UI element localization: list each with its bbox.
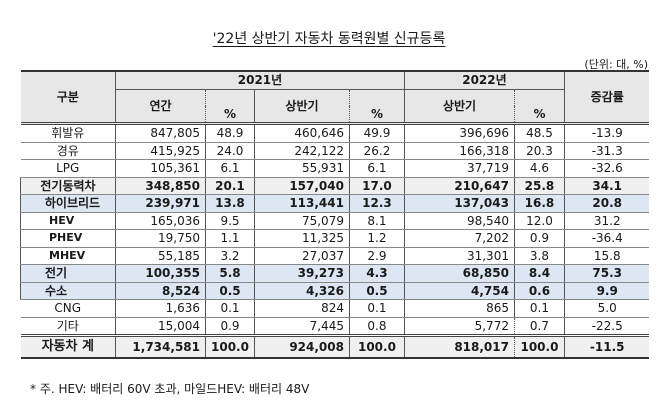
table-row: 휘발유 847,805 48.9 460,646 49.9 396,696 48.5 … xyxy=(20,122,650,143)
footnote: * 주. HEV: 배터리 60V 초과, 마일드HEV: 배터리 48V xyxy=(30,382,310,396)
table-row: CNG 1,636 0.1 824 0.1 865 0.1 5.0 xyxy=(20,299,650,318)
registration-table: 구분 2021년 2022년 증감률 연간 상반기 상반기 % % % 휘발유 … xyxy=(20,70,650,359)
header-category: 구분 xyxy=(20,70,116,124)
table-row-ev-total: 전기동력차 348,850 20.1 157,040 17.0 210,647 25.… xyxy=(20,177,650,195)
table-row-bev: 전기 100,355 5.8 39,273 4.3 68,850 8.4 75.3 xyxy=(20,264,650,283)
unit-label: (단위: 대, %) xyxy=(584,58,648,71)
header-pct-half-2022: % xyxy=(513,105,565,124)
table-row: HEV 165,036 9.5 75,079 8.1 98,540 12.0 31.2 xyxy=(20,212,650,230)
table-row: PHEV 19,750 1.1 11,325 1.2 7,202 0.9 -36.4 xyxy=(20,229,650,248)
table-row-hydrogen: 수소 8,524 0.5 4,326 0.5 4,754 0.6 9.9 xyxy=(20,282,650,300)
table-row: 기타 15,004 0.9 7,445 0.8 5,772 0.7 -22.5 xyxy=(21,317,650,336)
table-row: 경유 415,925 24.0 242,122 26.2 166,318 20.3 -… xyxy=(20,142,650,160)
header-2022: 2022년 xyxy=(403,70,565,90)
header-half-2022: 상반기 xyxy=(403,89,515,124)
header-2021: 2021년 xyxy=(115,70,405,90)
header-annual: 연간 xyxy=(115,89,206,124)
header-change: 증감률 xyxy=(563,70,650,124)
header-pct-half-2021: % xyxy=(348,105,405,124)
table-row: LPG 105,361 6.1 55,931 6.1 37,719 4.6 -32.6 xyxy=(20,159,650,178)
table-row: MHEV 55,185 3.2 27,037 2.9 31,301 3.8 15.8 xyxy=(20,247,650,265)
table-title: '22년 상반기 자동차 동력원별 신규등록 xyxy=(212,31,446,47)
table-row-hybrid: 하이브리드 239,971 13.8 113,441 12.3 137,043 16.… xyxy=(20,194,650,213)
table-row-total: 자동차 계 1,734,581 100.0 924,008 100.0 818,01… xyxy=(20,334,650,358)
header-half-2021: 상반기 xyxy=(253,89,350,124)
header-pct-annual: % xyxy=(205,105,255,124)
